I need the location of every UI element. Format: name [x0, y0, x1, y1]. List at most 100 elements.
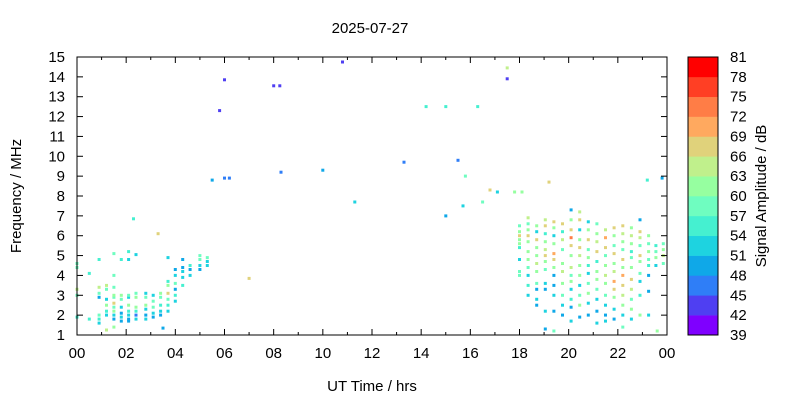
chart-title: 2025-07-27 — [332, 20, 409, 37]
data-point — [595, 270, 599, 273]
data-point — [535, 297, 539, 301]
data-point — [181, 270, 185, 273]
colorbar-band — [688, 255, 718, 276]
data-point — [144, 307, 148, 311]
data-point — [151, 315, 155, 319]
colorbar-tick-label: 63 — [730, 168, 747, 185]
data-point — [612, 252, 616, 256]
colorbar-tick-label: 48 — [730, 267, 747, 284]
data-point — [127, 303, 131, 307]
x-tick-label: 22 — [609, 345, 626, 362]
data-point — [159, 313, 163, 317]
data-point — [552, 266, 556, 269]
colorbar-tick-label: 72 — [730, 109, 747, 126]
data-point — [112, 293, 116, 297]
data-point — [535, 281, 539, 285]
data-point — [561, 303, 564, 307]
data-point — [279, 170, 283, 174]
data-point — [629, 256, 633, 260]
data-point — [586, 238, 590, 242]
data-point — [205, 264, 209, 267]
data-point — [552, 252, 556, 256]
data-point — [612, 317, 616, 321]
x-axis-label: UT Time / hrs — [327, 378, 417, 395]
data-point — [210, 178, 214, 182]
data-point — [159, 291, 163, 295]
data-point — [578, 246, 582, 250]
data-point — [181, 258, 185, 261]
data-point — [97, 291, 101, 295]
data-point — [105, 283, 108, 287]
data-point — [661, 248, 665, 252]
data-point — [181, 266, 185, 269]
data-point — [654, 256, 658, 260]
data-point — [247, 276, 251, 280]
data-point — [647, 242, 651, 246]
data-point — [127, 295, 131, 299]
data-point — [595, 309, 599, 313]
data-point — [629, 266, 633, 269]
data-point — [629, 287, 633, 291]
data-point — [645, 178, 649, 182]
data-point — [119, 258, 123, 261]
data-point — [526, 228, 530, 232]
data-point — [660, 176, 664, 180]
x-tick-label: 00 — [69, 345, 86, 362]
data-point — [151, 299, 155, 303]
y-tick-label: 12 — [48, 109, 65, 126]
data-point — [638, 236, 642, 240]
data-point — [526, 266, 530, 269]
data-point — [569, 297, 573, 301]
data-point — [526, 283, 530, 287]
data-point — [552, 258, 556, 261]
data-point — [134, 253, 138, 257]
data-point — [97, 321, 101, 325]
data-point — [561, 230, 564, 234]
colorbar-tick-label: 66 — [730, 148, 747, 165]
data-point — [586, 301, 590, 305]
data-point — [561, 238, 564, 242]
colorbar-band — [688, 156, 718, 177]
data-point — [535, 238, 539, 242]
data-point — [586, 248, 590, 252]
data-point — [173, 281, 177, 285]
data-point — [127, 317, 131, 321]
data-point — [638, 313, 642, 317]
data-point — [621, 232, 625, 236]
data-point — [151, 305, 155, 309]
data-point — [535, 262, 539, 265]
data-point — [578, 238, 582, 242]
data-point — [227, 176, 231, 180]
data-point — [513, 190, 517, 194]
colorbar-tick-label: 39 — [730, 327, 747, 344]
data-point — [105, 297, 108, 301]
data-point — [166, 297, 170, 301]
data-point — [97, 258, 101, 261]
data-point — [543, 248, 547, 252]
data-point — [173, 299, 177, 303]
data-point — [604, 313, 607, 317]
data-point — [543, 218, 547, 222]
data-point — [621, 224, 625, 228]
data-point — [569, 266, 573, 269]
data-point — [661, 242, 665, 246]
data-point — [578, 273, 582, 277]
data-point — [402, 160, 406, 164]
data-point — [612, 287, 616, 291]
data-point — [535, 287, 539, 291]
axis-ticks — [76, 56, 668, 336]
data-point — [552, 234, 556, 238]
data-point — [87, 317, 91, 321]
data-point — [543, 260, 547, 263]
data-point — [621, 293, 625, 297]
data-point — [621, 248, 625, 252]
data-point — [173, 287, 177, 291]
data-point — [188, 264, 192, 267]
data-point — [173, 273, 177, 277]
data-point — [552, 242, 556, 246]
data-point — [612, 244, 616, 248]
data-point — [612, 307, 616, 311]
data-point — [97, 295, 101, 299]
data-point — [166, 303, 170, 307]
